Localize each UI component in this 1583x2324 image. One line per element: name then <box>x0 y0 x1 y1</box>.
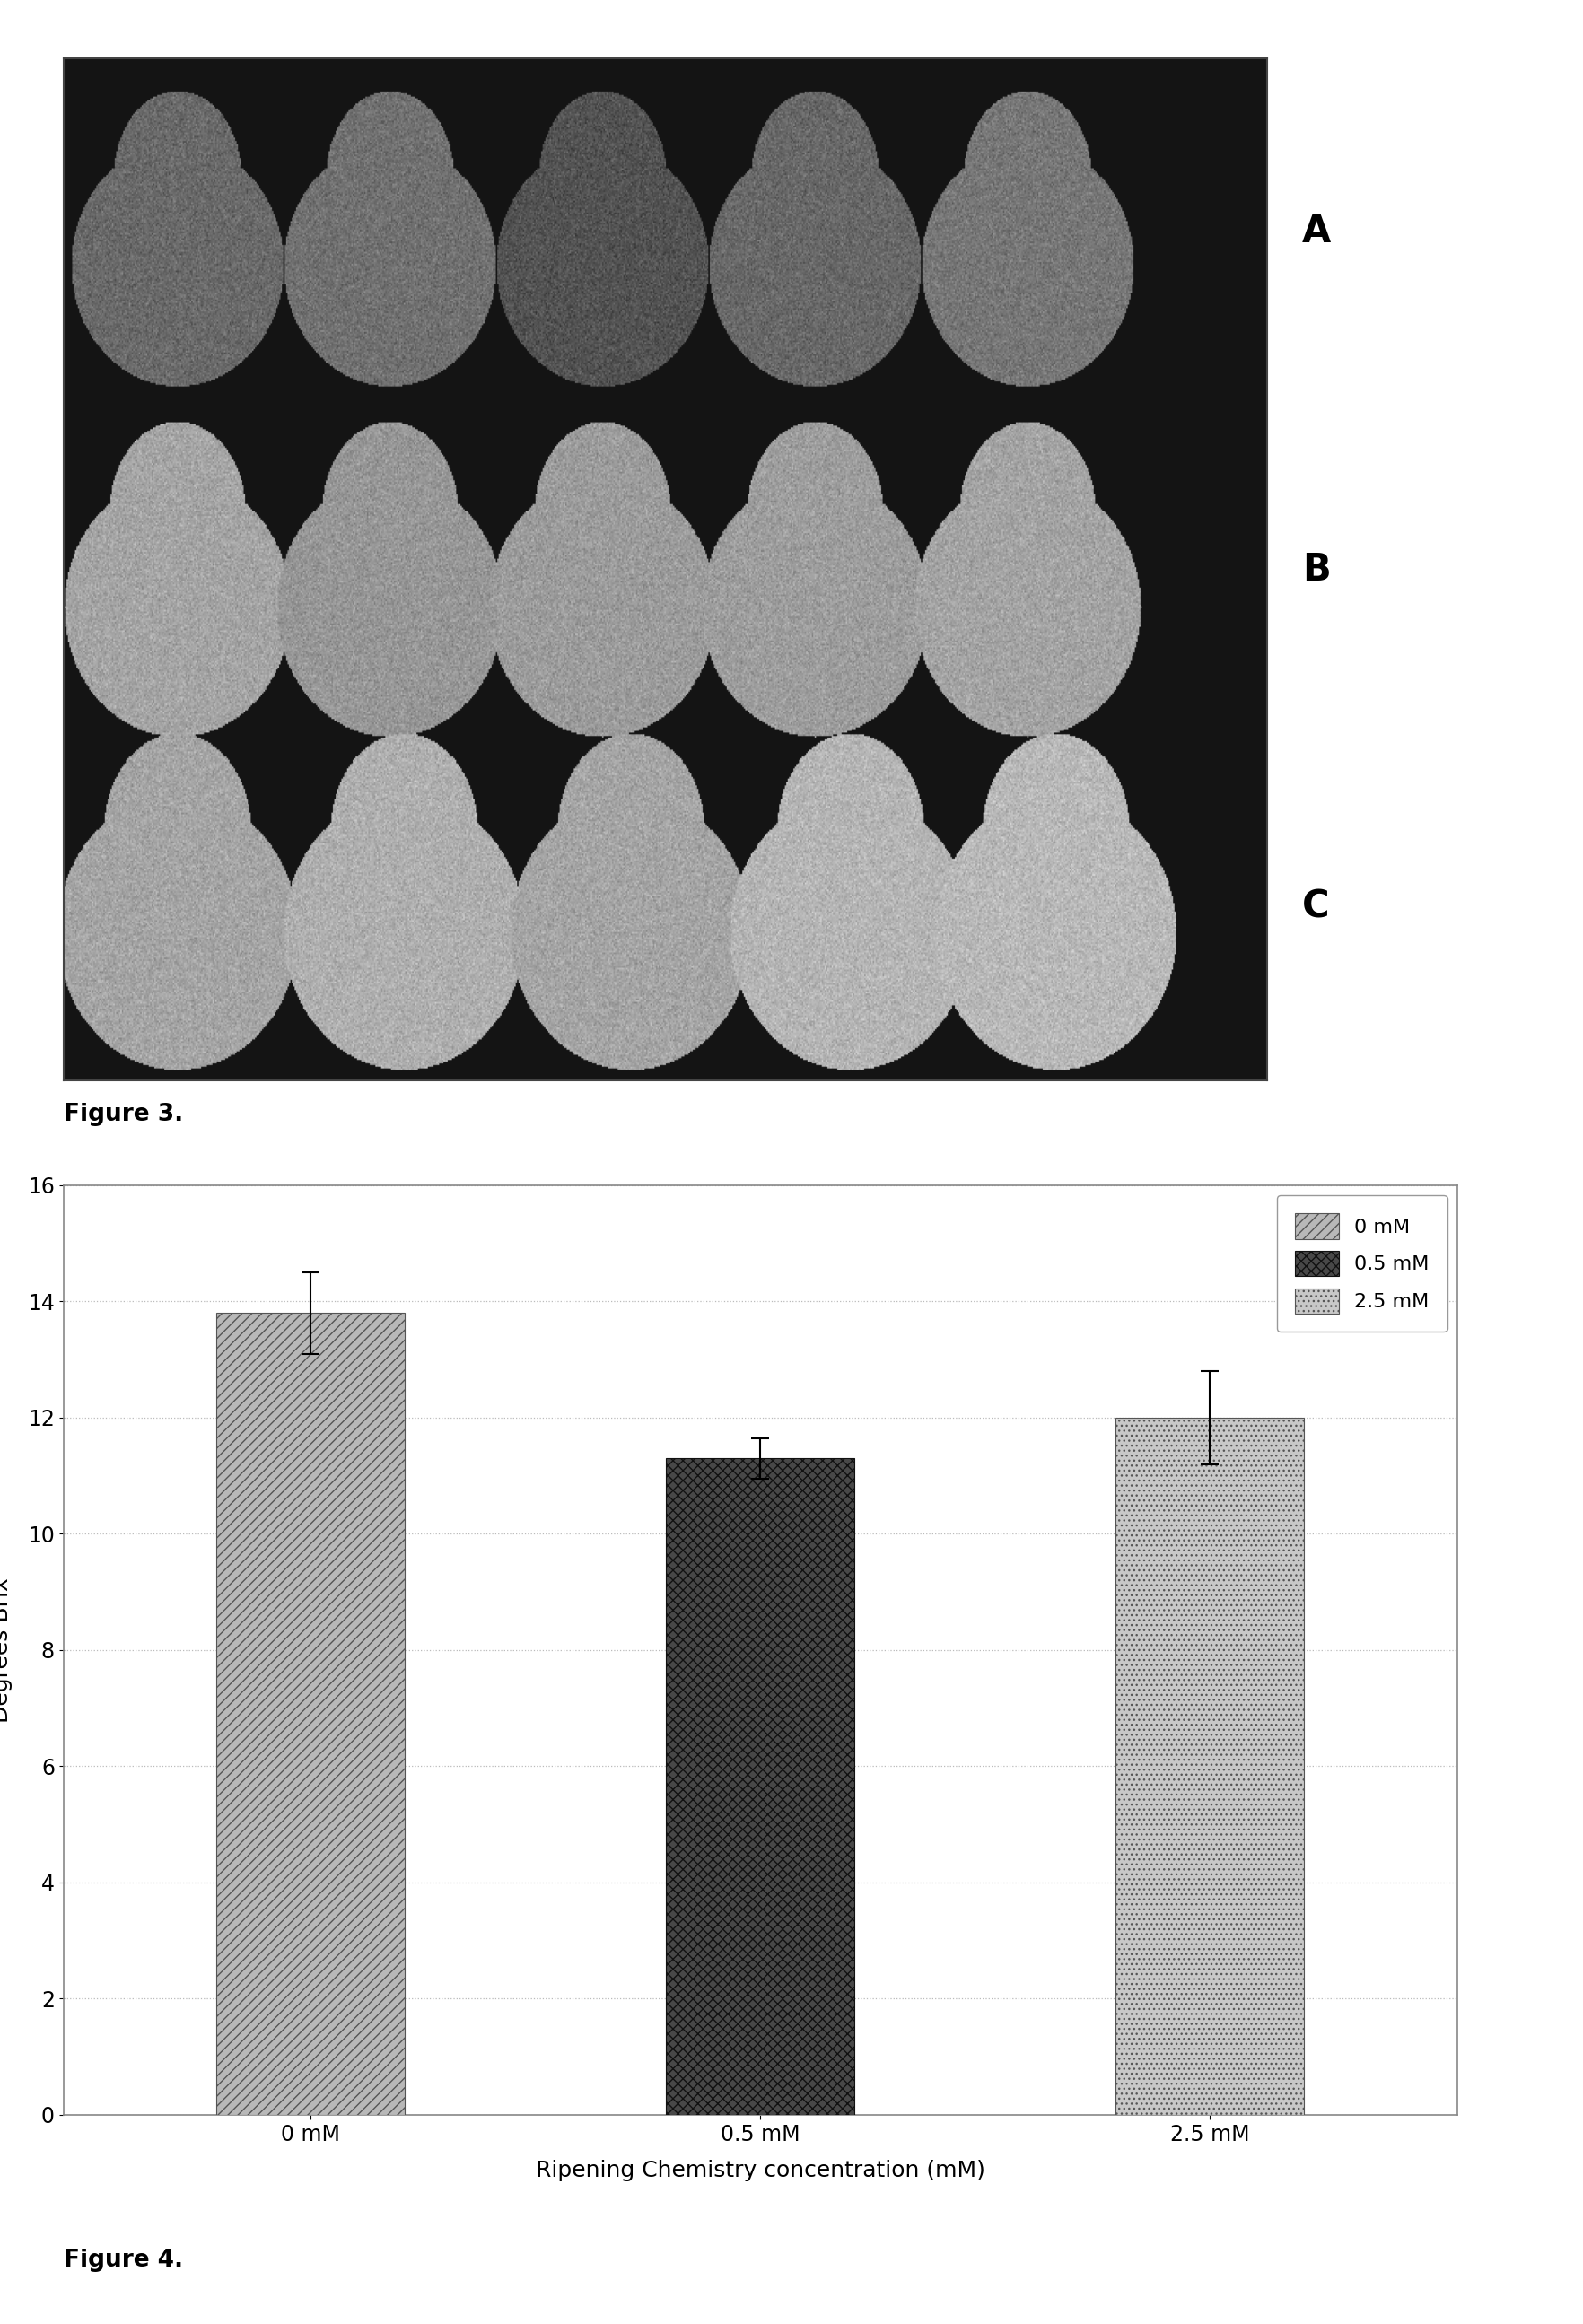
Y-axis label: Degrees Brix: Degrees Brix <box>0 1578 13 1722</box>
Text: B: B <box>1301 551 1330 588</box>
Bar <box>217 1313 405 2115</box>
Text: Figure 3.: Figure 3. <box>63 1102 182 1127</box>
Text: C: C <box>1301 888 1328 925</box>
Text: A: A <box>1301 214 1330 251</box>
Legend: 0 mM, 0.5 mM, 2.5 mM: 0 mM, 0.5 mM, 2.5 mM <box>1276 1195 1447 1332</box>
Text: Figure 4.: Figure 4. <box>63 2247 182 2273</box>
Bar <box>1114 1418 1303 2115</box>
X-axis label: Ripening Chemistry concentration (mM): Ripening Chemistry concentration (mM) <box>535 2159 985 2182</box>
Bar <box>665 1459 855 2115</box>
